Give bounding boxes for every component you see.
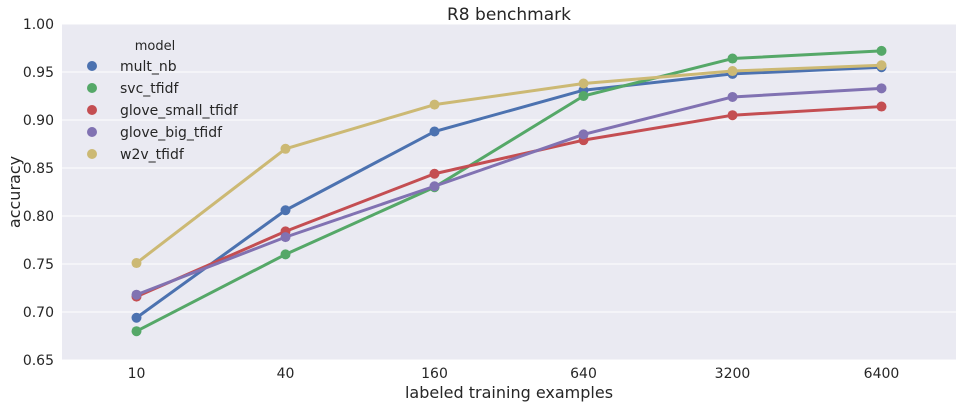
data-point xyxy=(578,78,589,89)
y-tick-label: 0.70 xyxy=(23,305,54,321)
data-point xyxy=(280,143,291,154)
legend-marker xyxy=(87,149,97,159)
series-line xyxy=(135,49,883,333)
legend-marker xyxy=(87,83,97,93)
x-axis-ticks: 10 40 160 640 3200 6400 xyxy=(128,366,900,382)
data-point xyxy=(429,99,440,110)
legend-label: mult_nb xyxy=(120,59,177,75)
y-axis-title: accuracy xyxy=(5,156,24,228)
legend-label: glove_small_tfidf xyxy=(120,103,239,119)
legend-marker xyxy=(87,105,97,115)
y-tick-label: 0.90 xyxy=(23,113,54,129)
data-point xyxy=(429,168,440,179)
series-w2v_tfidf xyxy=(131,60,887,269)
series-line xyxy=(135,86,883,297)
legend-title: model xyxy=(135,39,175,54)
y-tick-label: 0.80 xyxy=(23,209,54,225)
series-line xyxy=(135,65,883,320)
chart-title: R8 benchmark xyxy=(447,5,571,25)
data-point xyxy=(876,60,887,71)
series-line xyxy=(135,63,883,265)
plot-background xyxy=(62,24,956,360)
legend-marker xyxy=(87,61,97,71)
data-point xyxy=(578,129,589,140)
y-tick-label: 0.95 xyxy=(23,65,54,81)
y-tick-label: 0.65 xyxy=(23,353,54,369)
data-point xyxy=(131,312,142,323)
data-point xyxy=(131,258,142,269)
x-tick-label: 640 xyxy=(570,366,597,382)
data-point xyxy=(876,83,887,94)
data-point xyxy=(280,232,291,243)
data-point xyxy=(727,110,738,121)
x-tick-label: 10 xyxy=(128,366,146,382)
legend-label: svc_tfidf xyxy=(120,81,179,97)
legend-label: w2v_tfidf xyxy=(120,147,185,163)
data-point xyxy=(131,289,142,300)
data-point xyxy=(429,126,440,137)
series-line xyxy=(135,105,883,299)
data-point xyxy=(727,91,738,102)
legend: model mult_nb svc_tfidf glove_small_tfidfg… xyxy=(87,39,239,163)
y-tick-label: 0.75 xyxy=(23,257,54,273)
y-tick-label: 1.00 xyxy=(23,17,54,33)
x-tick-label: 40 xyxy=(277,366,295,382)
data-point xyxy=(131,326,142,337)
data-point xyxy=(876,45,887,56)
data-point xyxy=(280,249,291,260)
data-point xyxy=(876,101,887,112)
series-layer xyxy=(131,45,887,337)
x-axis-title: labeled training examples xyxy=(405,383,613,402)
x-tick-label: 3200 xyxy=(715,366,751,382)
legend-marker xyxy=(87,127,97,137)
series-glove_big_tfidf xyxy=(131,83,887,300)
data-point xyxy=(727,53,738,64)
y-axis-ticks: 0.65 0.70 0.75 0.80 0.85 0.90 0.95 1.00 xyxy=(23,17,54,369)
legend-label: glove_big_tfidf xyxy=(120,125,223,141)
data-point xyxy=(578,91,589,101)
data-point xyxy=(429,181,440,192)
x-tick-label: 6400 xyxy=(864,366,900,382)
x-tick-label: 160 xyxy=(421,366,448,382)
data-point xyxy=(727,66,738,77)
y-tick-label: 0.85 xyxy=(23,161,54,177)
data-point xyxy=(280,205,291,216)
